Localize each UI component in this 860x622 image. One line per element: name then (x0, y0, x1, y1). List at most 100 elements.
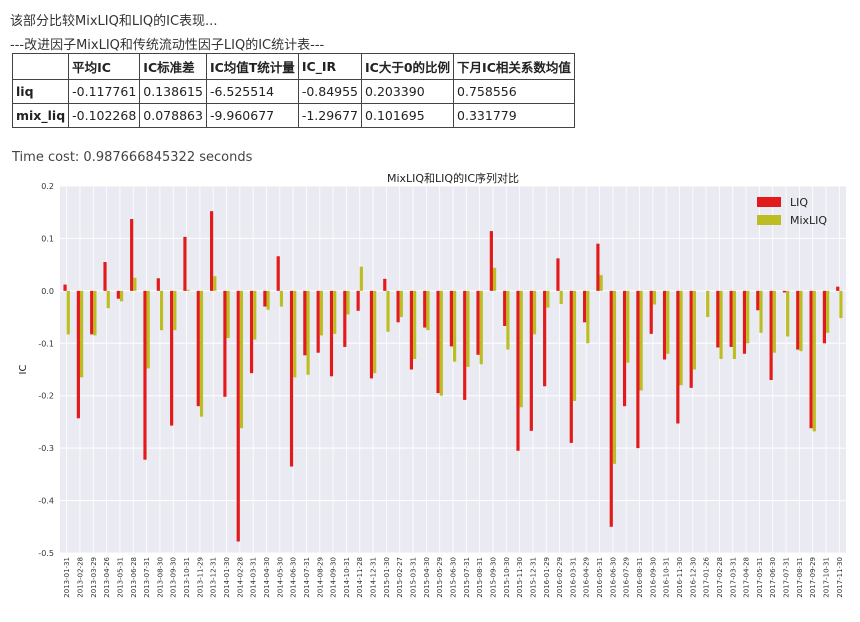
x-tick-label: 2017-04-28 (743, 557, 751, 598)
bar-mixliq (666, 290, 670, 354)
x-tick-label: 2016-04-29 (583, 557, 591, 598)
bar-liq (569, 290, 573, 443)
bar-liq (383, 278, 387, 291)
x-tick-label: 2017-01-26 (703, 556, 711, 597)
bar-liq (516, 290, 520, 451)
x-tick-label: 2015-02-27 (396, 557, 404, 598)
table-cell: 0.331779 (453, 103, 575, 128)
x-tick-label: 2014-05-30 (276, 557, 284, 598)
bar-mixliq (279, 290, 284, 307)
y-tick-label: -0.5 (38, 549, 54, 558)
x-tick-label: 2017-11-30 (836, 557, 844, 598)
table-cell: -1.29677 (297, 103, 363, 128)
ic-bar-chart: MixLIQ和LIQ的IC序列对比 0.2 0.1 0.0 -0.1 -0.2 -0.3 -0… (18, 171, 846, 598)
bar-liq (596, 243, 600, 291)
bar-liq (836, 286, 840, 291)
bar-mixliq (453, 290, 457, 362)
x-tick-label: 2016-09-30 (649, 557, 657, 598)
x-tick-label: 2015-10-30 (503, 557, 511, 598)
x-tick-label: 2016-03-31 (569, 557, 577, 598)
bar-liq (409, 290, 414, 370)
bar-liq (609, 290, 613, 527)
y-tick-label: -0.4 (38, 497, 54, 506)
bar-liq (236, 290, 240, 542)
x-tick-label: 2016-05-31 (596, 557, 604, 598)
x-tick-label: 2014-01-30 (223, 557, 231, 598)
bar-liq (303, 290, 307, 356)
x-tick-label: 2014-06-30 (290, 557, 298, 598)
table-cell: 0.078863 (139, 103, 207, 128)
bar-liq (742, 290, 747, 354)
row-label: liq (11, 79, 70, 104)
table-row: mix_liq -0.102268 0.078863 -9.960677 -1.… (11, 103, 575, 128)
bar-liq (689, 290, 693, 388)
y-tick-label: 0.2 (41, 182, 54, 191)
bar-mixliq (546, 290, 550, 308)
table-header-cell (11, 53, 70, 80)
bar-mixliq (679, 290, 683, 386)
x-tick-label: 2017-03-31 (729, 557, 737, 598)
table-cell: 0.203390 (361, 79, 455, 104)
bar-mixliq (386, 290, 390, 332)
x-tick-label: 2013-05-31 (116, 557, 124, 598)
bar-mixliq (293, 290, 297, 378)
x-tick-label: 2013-04-26 (103, 556, 111, 597)
bar-liq (90, 290, 94, 335)
bar-liq (369, 290, 374, 379)
x-tick-label: 2015-03-31 (410, 557, 418, 598)
bar-mixliq (439, 290, 443, 396)
bar-liq (529, 290, 533, 431)
bar-liq (662, 290, 667, 360)
bar-liq (809, 290, 813, 429)
bar-liq (729, 290, 733, 347)
bar-liq (63, 284, 67, 291)
table-cell: 0.101695 (361, 103, 455, 128)
table-header-cell: IC均值T统计量 (205, 53, 299, 80)
x-tick-label: 2013-09-30 (170, 557, 178, 598)
table-header-cell: 平均IC (68, 53, 141, 80)
x-tick-label: 2013-02-28 (76, 557, 84, 598)
table-cell: -0.84955 (297, 79, 363, 104)
bar-mixliq (173, 290, 177, 331)
bar-liq (649, 290, 653, 334)
bar-mixliq (399, 290, 403, 318)
bar-mixliq (413, 290, 417, 360)
bar-mixliq (719, 290, 723, 360)
bar-mixliq (426, 290, 430, 331)
bar-mixliq (839, 290, 843, 319)
bar-liq (449, 290, 453, 347)
bar-liq (210, 211, 214, 291)
bar-liq (183, 236, 187, 291)
x-tick-label: 2016-11-30 (676, 557, 684, 598)
x-tick-label: 2016-08-31 (636, 557, 644, 598)
x-tick-label: 2014-10-31 (343, 557, 351, 598)
x-tick-label: 2017-07-31 (783, 557, 791, 598)
bar-mixliq (492, 267, 497, 291)
x-tick-label: 2017-06-30 (769, 557, 777, 598)
bar-mixliq (306, 290, 310, 375)
bar-liq (676, 290, 680, 424)
table-cell: -6.525514 (205, 79, 299, 104)
x-tick-label: 2013-08-30 (156, 557, 164, 598)
bar-liq (276, 256, 280, 291)
x-tick-label: 2016-06-30 (609, 557, 617, 598)
x-tick-label: 2013-12-31 (210, 557, 218, 598)
bar-liq (103, 262, 107, 291)
x-tick-label: 2014-02-28 (236, 557, 244, 598)
bar-liq (489, 231, 493, 291)
bar-liq (503, 290, 507, 326)
bar-liq (556, 258, 560, 291)
x-tick-label: 2013-11-29 (196, 557, 204, 598)
table-row: liq -0.117761 0.138615 -6.525514 -0.8495… (11, 79, 575, 104)
bar-liq (622, 290, 627, 407)
bar-mixliq (239, 290, 244, 429)
bar-liq (329, 290, 334, 377)
bar-mixliq (506, 290, 510, 350)
bar-mixliq (652, 290, 657, 305)
table-header-cell: IC大于0的比例 (361, 53, 455, 80)
bar-mixliq (266, 290, 270, 310)
bar-mixliq (186, 289, 190, 291)
bar-mixliq (759, 290, 763, 333)
chart-title: MixLIQ和LIQ的IC序列对比 (387, 171, 519, 185)
bar-liq (356, 290, 360, 311)
